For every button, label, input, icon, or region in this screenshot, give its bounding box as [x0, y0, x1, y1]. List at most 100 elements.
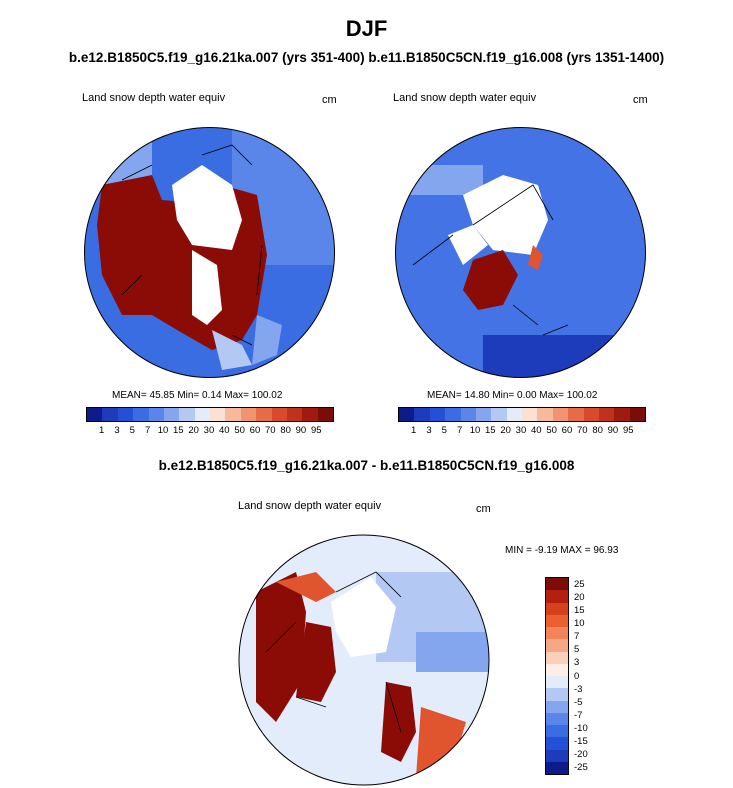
- colorbar-tick-label: -15: [574, 735, 588, 747]
- colorbar-swatch: [546, 663, 568, 676]
- colorbar-swatch: [568, 408, 584, 421]
- colorbar-swatch: [133, 408, 149, 421]
- colorbar-tick-label: 20: [574, 592, 585, 604]
- colorbar-swatch: [546, 761, 568, 774]
- colorbar-tick-label: -10: [574, 722, 588, 734]
- colorbar-swatch: [546, 749, 568, 762]
- colorbar-swatch: [614, 408, 630, 421]
- cases-title: b.e12.B1850C5.f19_g16.21ka.007 (yrs 351-…: [68, 50, 665, 65]
- colorbar-tick-label: 50: [546, 425, 557, 436]
- panel1-polar-map: [84, 127, 335, 378]
- colorbar-swatch: [629, 408, 645, 421]
- colorbar-tick-label: 15: [173, 425, 184, 436]
- colorbar-tick-label: 0: [574, 670, 580, 682]
- colorbar-swatch: [546, 737, 568, 750]
- colorbar-tick-label: 7: [574, 631, 580, 643]
- colorbar-tick-label: -3: [574, 683, 583, 695]
- panel3-colorbar-ticks: 25 20 15 10 7 5 3 0 -3 -5 -7 -10 -15 -20 -25: [574, 577, 588, 773]
- panel2-polar-map: [395, 127, 646, 378]
- panel3-units-label: cm: [476, 503, 491, 515]
- colorbar-tick-label: 60: [249, 425, 261, 436]
- colorbar-tick-label: 80: [592, 425, 603, 436]
- colorbar-swatch: [179, 408, 195, 421]
- colorbar-tick-label: 3: [574, 657, 580, 669]
- colorbar-tick-label: 1: [99, 425, 105, 436]
- difference-title: b.e12.B1850C5.f19_g16.21ka.007 - b.e11.B…: [158, 458, 575, 473]
- colorbar-tick-label: 1: [411, 425, 417, 436]
- panel3-colorbar: [545, 577, 569, 775]
- panel1-colorbar-ticks: 1 3 5 7 10 15 20 30 40 50 60 70 80 90 95: [94, 425, 324, 436]
- colorbar-swatch: [537, 408, 553, 421]
- colorbar-tick-label: -20: [574, 748, 588, 760]
- colorbar-tick-label: 15: [574, 605, 585, 617]
- colorbar-swatch: [302, 408, 318, 421]
- colorbar-swatch: [286, 408, 303, 421]
- colorbar-tick-label: 10: [469, 425, 481, 436]
- colorbar-tick-label: 3: [114, 425, 120, 436]
- colorbar-swatch: [256, 408, 272, 421]
- colorbar-tick-label: 30: [203, 425, 215, 436]
- panel1-units-label: cm: [322, 94, 337, 106]
- panel2-colorbar-ticks: 1 3 5 7 10 15 20 30 40 50 60 70 80 90 95: [406, 425, 636, 436]
- colorbar-swatch: [210, 408, 226, 421]
- colorbar-tick-label: 20: [188, 425, 199, 436]
- colorbar-swatch: [317, 408, 333, 421]
- colorbar-swatch: [460, 408, 476, 421]
- colorbar-tick-label: 5: [441, 425, 447, 436]
- colorbar-tick-label: 7: [457, 425, 463, 436]
- colorbar-swatch: [117, 408, 134, 421]
- colorbar-swatch: [271, 408, 287, 421]
- colorbar-swatch: [429, 408, 446, 421]
- colorbar-swatch: [522, 408, 538, 421]
- colorbar-swatch: [148, 408, 164, 421]
- colorbar-tick-label: 7: [145, 425, 151, 436]
- panel2-variable-label: Land snow depth water equiv: [393, 92, 537, 104]
- colorbar-swatch: [240, 408, 257, 421]
- colorbar-swatch: [546, 614, 568, 627]
- colorbar-swatch: [445, 408, 461, 421]
- panel3-stats: MIN = -9.19 MAX = 96.93: [505, 545, 619, 556]
- colorbar-swatch: [546, 639, 568, 652]
- colorbar-swatch: [546, 627, 568, 640]
- colorbar-tick-label: 70: [264, 425, 276, 436]
- colorbar-swatch: [552, 408, 569, 421]
- colorbar-swatch: [598, 408, 615, 421]
- colorbar-tick-label: 95: [310, 425, 322, 436]
- colorbar-swatch: [87, 408, 103, 421]
- colorbar-swatch: [546, 688, 568, 701]
- colorbar-swatch: [163, 408, 180, 421]
- colorbar-swatch: [546, 700, 568, 713]
- colorbar-tick-label: 5: [129, 425, 135, 436]
- panel3-polar-map: [238, 534, 490, 786]
- colorbar-swatch: [583, 408, 599, 421]
- season-title: DJF: [345, 16, 388, 41]
- colorbar-tick-label: 60: [561, 425, 573, 436]
- colorbar-tick-label: 90: [607, 425, 619, 436]
- colorbar-swatch: [399, 408, 415, 421]
- colorbar-swatch: [546, 590, 568, 603]
- colorbar-tick-label: -5: [574, 696, 583, 708]
- colorbar-swatch: [414, 408, 430, 421]
- panel1-colorbar: [86, 407, 334, 422]
- colorbar-swatch: [475, 408, 492, 421]
- colorbar-swatch: [546, 651, 568, 664]
- panel3-variable-label: Land snow depth water equiv: [238, 500, 382, 512]
- colorbar-tick-label: 70: [576, 425, 588, 436]
- colorbar-swatch: [546, 676, 568, 689]
- colorbar-tick-label: 5: [574, 644, 580, 656]
- colorbar-tick-label: -7: [574, 709, 583, 721]
- panel2-units-label: cm: [633, 94, 648, 106]
- colorbar-tick-label: 30: [515, 425, 527, 436]
- panel2-stats: MEAN= 14.80 Min= 0.00 Max= 100.02: [427, 390, 598, 401]
- colorbar-tick-label: 20: [500, 425, 511, 436]
- panel1-stats: MEAN= 45.85 Min= 0.14 Max= 100.02: [112, 390, 283, 401]
- colorbar-tick-label: 3: [426, 425, 432, 436]
- colorbar-tick-label: -25: [574, 761, 588, 773]
- colorbar-tick-label: 25: [574, 579, 585, 591]
- colorbar-swatch: [546, 578, 568, 591]
- colorbar-swatch: [546, 725, 568, 738]
- panel1-variable-label: Land snow depth water equiv: [82, 92, 226, 104]
- colorbar-tick-label: 90: [295, 425, 307, 436]
- colorbar-swatch: [546, 712, 568, 725]
- colorbar-tick-label: 40: [531, 425, 542, 436]
